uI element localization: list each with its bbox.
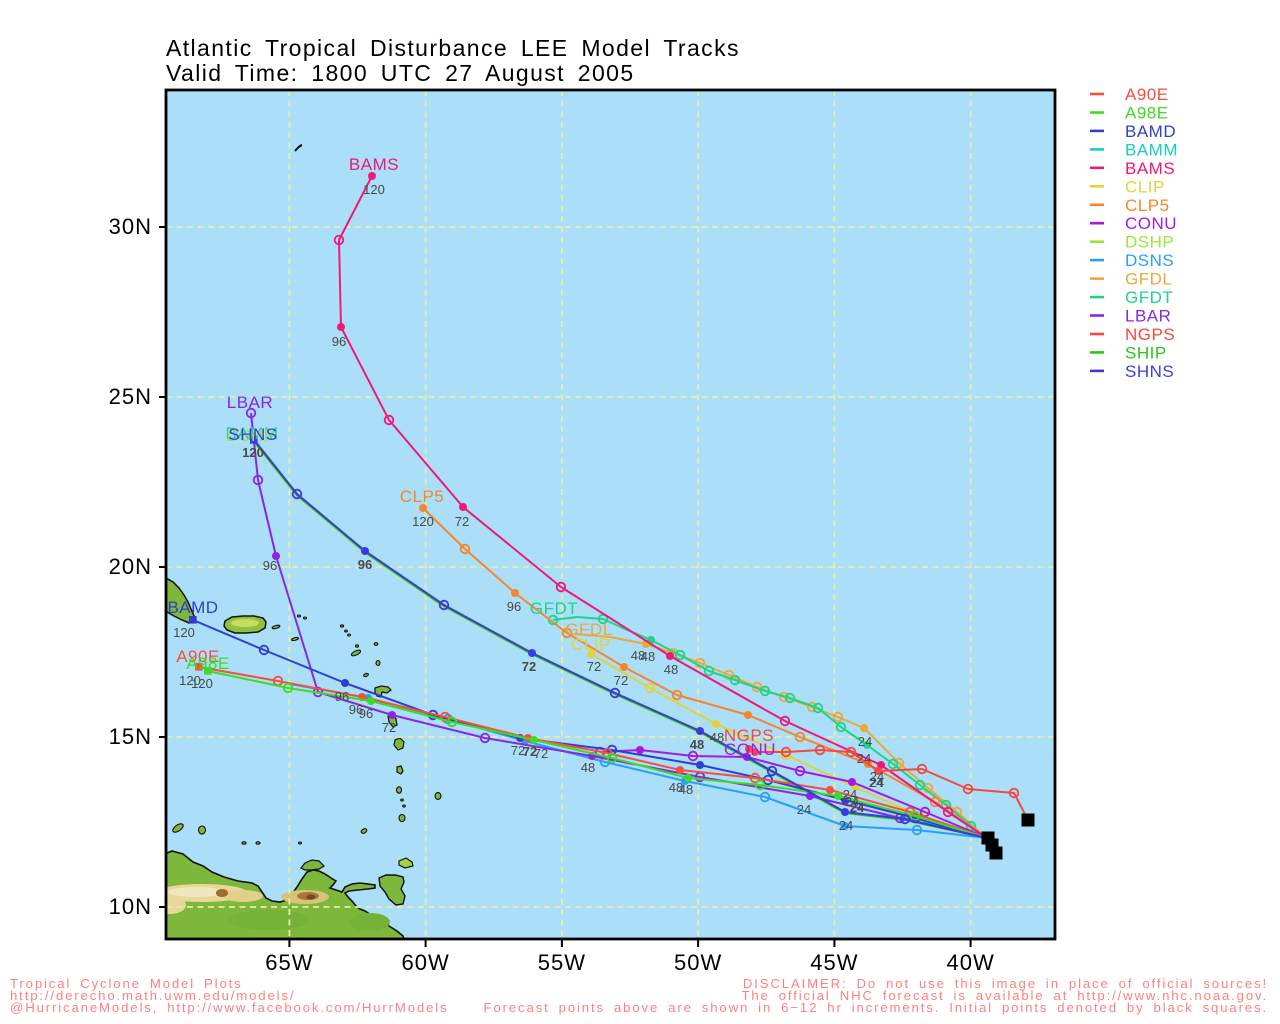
- svg-text:24: 24: [857, 751, 871, 766]
- svg-text:96: 96: [349, 702, 363, 717]
- svg-text:LBAR: LBAR: [1125, 307, 1171, 326]
- svg-text:40W: 40W: [946, 950, 994, 975]
- svg-text:48: 48: [669, 780, 683, 795]
- svg-text:24: 24: [870, 775, 884, 790]
- svg-text:72: 72: [534, 746, 548, 761]
- svg-text:The official NHC forecast is a: The official NHC forecast is available a…: [741, 988, 1268, 1003]
- svg-text:48: 48: [710, 730, 724, 745]
- svg-text:BAMS: BAMS: [349, 155, 399, 174]
- svg-text:25N: 25N: [109, 384, 152, 409]
- svg-text:48: 48: [664, 662, 678, 677]
- svg-text:CLIP: CLIP: [571, 635, 611, 654]
- svg-text:60W: 60W: [401, 950, 449, 975]
- svg-text:72: 72: [522, 659, 536, 674]
- svg-text:SHIP: SHIP: [1125, 343, 1167, 362]
- svg-text:24: 24: [839, 818, 853, 833]
- svg-text:45W: 45W: [810, 950, 858, 975]
- svg-text:15N: 15N: [109, 724, 152, 749]
- svg-text:Atlantic Tropical Disturbance: Atlantic Tropical Disturbance LEE Model …: [166, 35, 740, 61]
- svg-text:120: 120: [191, 676, 213, 691]
- svg-text:48: 48: [581, 760, 595, 775]
- svg-text:CLP5: CLP5: [400, 487, 445, 506]
- svg-text:@HurricaneModels, http://www.f: @HurricaneModels, http://www.facebook.co…: [10, 1000, 449, 1015]
- svg-text:96: 96: [263, 558, 277, 573]
- svg-text:72: 72: [523, 744, 537, 759]
- svg-text:24: 24: [797, 802, 811, 817]
- svg-text:96: 96: [335, 689, 349, 704]
- svg-text:Valid Time: 1800 UTC 27 August: Valid Time: 1800 UTC 27 August 2005: [166, 60, 635, 86]
- svg-text:24: 24: [870, 769, 884, 784]
- svg-text:72: 72: [382, 720, 396, 735]
- svg-text:72: 72: [614, 673, 628, 688]
- svg-text:GFDL: GFDL: [1125, 270, 1172, 289]
- svg-text:DSNS: DSNS: [1125, 251, 1174, 270]
- svg-text:72: 72: [587, 659, 601, 674]
- svg-text:BAMD: BAMD: [167, 598, 218, 617]
- svg-text:Tropical Cyclone Model Plots: Tropical Cyclone Model Plots: [10, 976, 243, 991]
- svg-text:SHNS: SHNS: [228, 425, 277, 444]
- svg-text:96: 96: [358, 557, 372, 572]
- svg-text:SHNS: SHNS: [1125, 362, 1174, 381]
- svg-text:30N: 30N: [109, 214, 152, 239]
- svg-text:DSHP: DSHP: [1125, 233, 1174, 252]
- svg-text:10N: 10N: [109, 894, 152, 919]
- svg-text:24: 24: [845, 794, 859, 809]
- svg-text:DSHP: DSHP: [226, 426, 275, 445]
- svg-text:DISCLAIMER: Do not use this im: DISCLAIMER: Do not use this image in pla…: [743, 976, 1268, 991]
- svg-text:BAMD: BAMD: [1125, 122, 1176, 141]
- svg-text:BAMS: BAMS: [1125, 159, 1175, 178]
- svg-text:24: 24: [843, 787, 857, 802]
- svg-text:LBAR: LBAR: [227, 393, 273, 412]
- svg-text:24: 24: [869, 775, 883, 790]
- svg-text:Forecast points above are show: Forecast points above are shown in 6−12 …: [484, 1000, 1268, 1015]
- svg-text:NGPS: NGPS: [724, 726, 774, 745]
- svg-text:120: 120: [412, 514, 434, 529]
- svg-text:24: 24: [850, 800, 865, 815]
- svg-text:A90E: A90E: [1125, 85, 1169, 104]
- svg-text:20N: 20N: [109, 554, 152, 579]
- svg-text:65W: 65W: [265, 950, 313, 975]
- svg-text:BAMM: BAMM: [226, 424, 279, 443]
- svg-text:CLP5: CLP5: [1125, 196, 1170, 215]
- svg-text:CLIP: CLIP: [1125, 177, 1165, 196]
- svg-text:GFDT: GFDT: [1125, 288, 1173, 307]
- svg-text:96: 96: [507, 599, 521, 614]
- svg-text:GFDT: GFDT: [530, 599, 578, 618]
- svg-text:120: 120: [363, 182, 385, 197]
- svg-text:CONU: CONU: [1125, 214, 1177, 233]
- svg-text:55W: 55W: [538, 950, 586, 975]
- svg-text:A98E: A98E: [186, 654, 230, 673]
- svg-text:A90E: A90E: [176, 647, 220, 666]
- svg-text:NGPS: NGPS: [1125, 325, 1175, 344]
- svg-text:50W: 50W: [674, 950, 722, 975]
- svg-text:96: 96: [359, 706, 373, 721]
- svg-text:72: 72: [455, 514, 469, 529]
- svg-text:120: 120: [173, 625, 195, 640]
- svg-text:48: 48: [631, 648, 645, 663]
- svg-text:http://derecho.math.uwm.edu/mo: http://derecho.math.uwm.edu/models/: [10, 988, 295, 1003]
- svg-text:120: 120: [179, 673, 201, 688]
- svg-text:96: 96: [332, 334, 346, 349]
- svg-text:24: 24: [858, 734, 872, 749]
- svg-text:GFDL: GFDL: [565, 620, 612, 639]
- svg-text:48: 48: [641, 649, 655, 664]
- svg-text:72: 72: [511, 743, 525, 758]
- svg-text:CONU: CONU: [724, 740, 776, 759]
- svg-text:48: 48: [690, 737, 704, 752]
- svg-text:120: 120: [242, 445, 264, 460]
- svg-text:A98E: A98E: [1125, 104, 1169, 123]
- svg-text:BAMM: BAMM: [1125, 140, 1178, 159]
- svg-text:48: 48: [679, 782, 693, 797]
